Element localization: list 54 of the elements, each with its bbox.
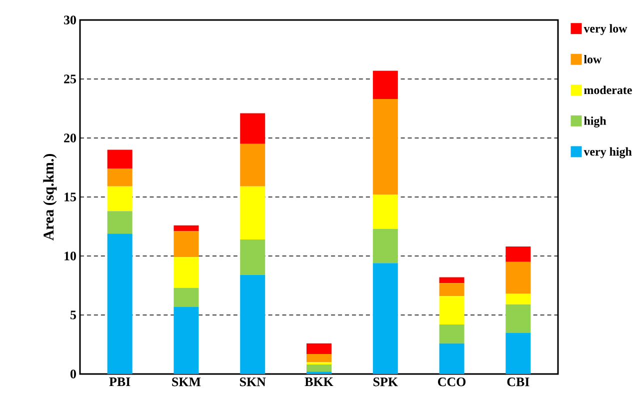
bar: [174, 231, 199, 258]
bar: [240, 274, 266, 374]
bar: [174, 288, 199, 307]
bar: [306, 362, 332, 365]
bar: [506, 294, 531, 304]
bar: [306, 354, 332, 362]
bar: [372, 228, 398, 264]
bar: [506, 262, 531, 294]
bar: [107, 168, 132, 186]
bar: [174, 225, 199, 232]
y-axis-title: Area (sq.km.): [43, 154, 57, 241]
bar: [107, 234, 132, 374]
legend-label: low: [584, 54, 602, 64]
y-tick-label: 25: [64, 74, 76, 84]
bar: [240, 239, 266, 275]
y-tick-label: 20: [64, 134, 76, 142]
bar: [506, 332, 531, 374]
bar: [107, 150, 132, 169]
bar: [506, 246, 531, 262]
bar: [372, 99, 398, 195]
x-tick-label: SPK: [373, 378, 398, 386]
x-tick-label: PBI: [109, 378, 130, 386]
x-tick-label: BKK: [304, 378, 334, 386]
bar: [372, 194, 398, 229]
legend-label: moderate: [584, 86, 632, 94]
legend-label: very high: [584, 147, 632, 158]
bar: [372, 70, 398, 100]
x-tick-label: SKN: [240, 378, 266, 386]
y-tick-label: 5: [70, 310, 76, 320]
bar: [439, 343, 464, 374]
bar: [174, 257, 199, 288]
legend-label: high: [584, 116, 606, 128]
legend-label: very low: [584, 24, 628, 36]
bar: [240, 186, 266, 240]
y-tick-label: 30: [64, 16, 76, 24]
bar: [240, 144, 266, 186]
bar: [506, 304, 531, 333]
x-tick-label: CBI: [507, 378, 530, 386]
bar: [174, 306, 199, 374]
y-tick-label: 10: [64, 252, 76, 260]
bar: [439, 277, 464, 284]
bar: [372, 263, 398, 374]
bar: [439, 324, 464, 344]
bar: [107, 211, 132, 234]
x-tick-label: CCO: [438, 378, 466, 386]
bar: [306, 343, 332, 354]
bar: [240, 113, 266, 144]
bar: [439, 283, 464, 296]
y-tick-label: 15: [64, 192, 76, 202]
bar: [306, 364, 332, 372]
bar: [107, 186, 132, 212]
y-tick-label: 0: [70, 370, 76, 378]
x-tick-label: SKM: [172, 378, 201, 386]
bar: [439, 296, 464, 324]
